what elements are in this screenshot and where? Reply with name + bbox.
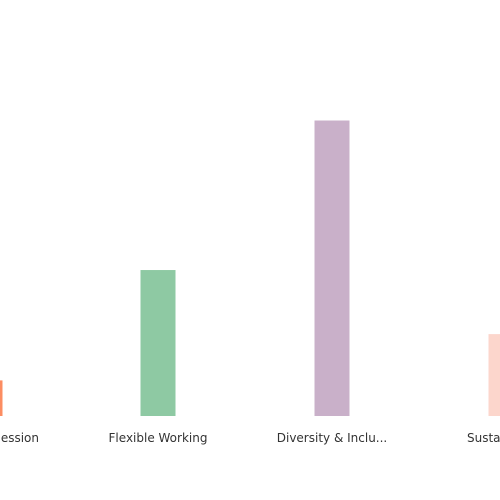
- x-tick-label: Diversity & Inclu...: [277, 431, 388, 445]
- x-tick-label: Flexible Working: [109, 431, 208, 445]
- x-axis-tick-labels: ession Flexible Working Diversity & Inclu.…: [1, 431, 500, 445]
- x-tick-label: ession: [1, 431, 39, 445]
- bars-layer: [0, 120, 500, 417]
- bar-4: [488, 334, 500, 416]
- bar-2: [140, 270, 176, 416]
- bar-3: [314, 120, 350, 417]
- bar-1: [0, 380, 3, 416]
- x-tick-label: Sustai: [467, 431, 500, 445]
